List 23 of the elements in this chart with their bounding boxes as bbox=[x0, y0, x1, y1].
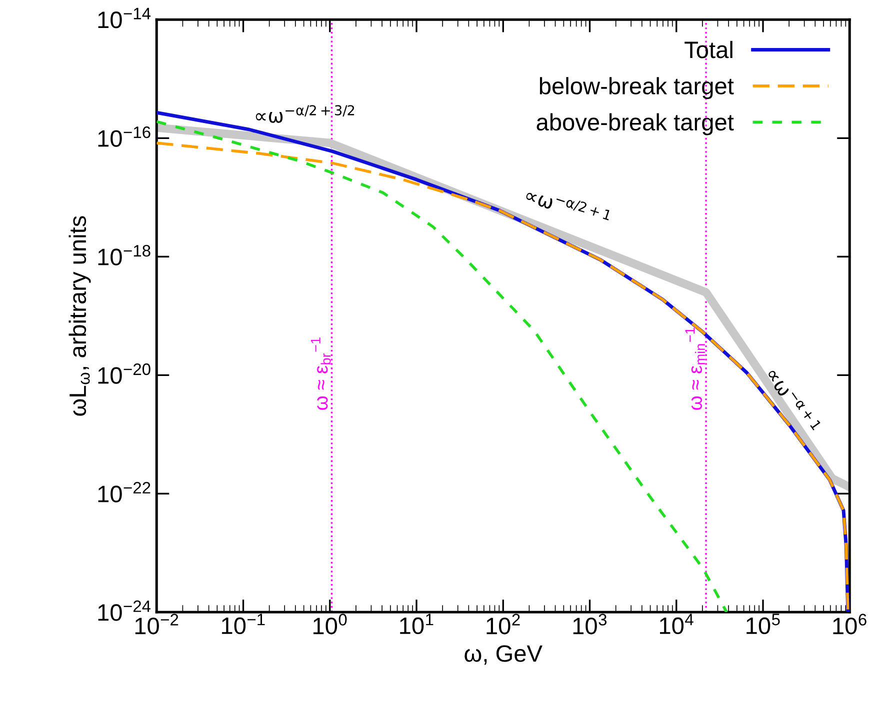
x-tick-label: 10$^{2}$ bbox=[486, 614, 520, 634]
annotation: ∝ω$^{−α/2+1}$ bbox=[524, 184, 612, 228]
y-axis-title: ωL$_{ω}$, arbitrary units bbox=[68, 216, 91, 416]
x-tick-label: 10$^{5}$ bbox=[746, 614, 780, 634]
y-tick-label: 10$^{−16}$ bbox=[98, 126, 150, 147]
x-axis-title: ω, GeV bbox=[464, 645, 542, 665]
legend-label: above-break target bbox=[536, 113, 734, 136]
x-tick-label: 10$^{4}$ bbox=[660, 614, 694, 634]
x-tick-label: 10$^{6}$ bbox=[833, 614, 866, 634]
x-tick-label: 10$^{3}$ bbox=[573, 614, 607, 634]
legend-label: below-break target bbox=[540, 77, 734, 100]
x-tick-label: 10$^{−1}$ bbox=[222, 614, 265, 634]
y-tick-label: 10$^{−20}$ bbox=[98, 363, 150, 384]
ref-line-label: ω ≈ ε$_{br}$$^{−1}$ bbox=[310, 338, 331, 410]
y-tick-label: 10$^{−18}$ bbox=[98, 244, 150, 266]
annotation: ∝ω$^{−α/2+3/2}$ bbox=[256, 105, 354, 123]
y-tick-label: 10$^{−22}$ bbox=[98, 482, 150, 502]
x-tick-label: 10$^{0}$ bbox=[313, 614, 347, 634]
ref-line-label: ω ≈ ε$_{min}$$^{−1}$ bbox=[685, 328, 705, 410]
legend-label: Total bbox=[684, 40, 732, 58]
x-tick-label: 10$^{1}$ bbox=[400, 614, 434, 634]
annotation: ∝ω$^{−α+1}$ bbox=[765, 365, 822, 435]
y-tick-label: 10$^{−14}$ bbox=[98, 8, 151, 28]
